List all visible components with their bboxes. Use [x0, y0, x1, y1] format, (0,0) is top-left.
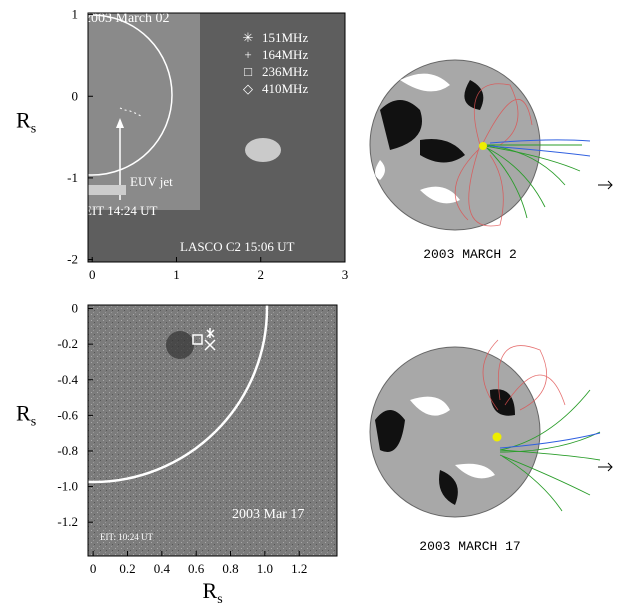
y-axis-label: Rs [16, 108, 36, 137]
y-tick-label: -0.4 [57, 372, 78, 387]
cme-blob [245, 138, 281, 162]
annotation: EIT 14:24 UT [84, 203, 157, 218]
globe-top: 2003 MARCH 2 [370, 60, 612, 262]
x-axis-label-sub: s [217, 592, 222, 606]
legend-label: 164MHz [262, 47, 308, 62]
legend-symbol: ◇ [243, 81, 253, 96]
globe-caption: 2003 MARCH 17 [419, 539, 520, 554]
arrow [598, 463, 612, 471]
y-tick-label: -0.8 [57, 443, 78, 458]
y-axis-label: Rs [16, 401, 36, 430]
y-tick-label: 0 [72, 88, 79, 103]
y-tick-label: -1.2 [57, 514, 78, 529]
annotation: LASCO C2 15:06 UT [180, 239, 295, 254]
x-tick-label: 1.0 [257, 561, 273, 576]
x-tick-label: 0.8 [222, 561, 238, 576]
legend-label: 151MHz [262, 30, 308, 45]
legend-symbol: □ [244, 64, 252, 79]
x-tick-label: 3 [342, 267, 349, 282]
globe-caption: 2003 MARCH 2 [423, 247, 517, 262]
y-tick-label: -0.2 [57, 336, 78, 351]
annotation: EIT: 10:24 UT [100, 532, 154, 542]
y-axis-label-sub: s [31, 122, 36, 137]
figure: 2003 March 02 EUV jet EIT 14:24 UT LASCO… [0, 0, 625, 606]
jet-box [88, 185, 126, 195]
legend-symbol: ✳ [243, 30, 254, 45]
y-axis-label-main: R [16, 108, 31, 133]
x-tick-label: 1.2 [291, 561, 307, 576]
y-tick-label: -1 [67, 170, 78, 185]
x-tick-label: 1 [173, 267, 180, 282]
panel-title: 2003 Mar 17 [232, 507, 304, 522]
y-tick-label: -0.6 [57, 407, 78, 422]
x-tick-label: 0.2 [119, 561, 135, 576]
active-region [166, 331, 194, 359]
x-tick-label: 0 [90, 561, 97, 576]
y-axis-label-sub: s [31, 415, 36, 430]
legend-symbol: + [244, 47, 251, 62]
x-axis-label: Rs [203, 578, 223, 606]
x-tick-label: 0 [89, 267, 96, 282]
x-tick-label: 0.4 [154, 561, 171, 576]
x-axis-label-main: R [203, 578, 218, 603]
source [479, 142, 487, 150]
source [493, 433, 502, 442]
x-tick-label: 2 [257, 267, 264, 282]
y-tick-label: 0 [72, 301, 79, 316]
y-axis-label-main: R [16, 401, 31, 426]
annotation: EUV jet [130, 174, 173, 189]
legend-label: 236MHz [262, 64, 308, 79]
arrow [598, 181, 612, 189]
globe-bottom: 2003 MARCH 17 [370, 340, 612, 554]
y-tick-label: -1.0 [57, 479, 78, 494]
legend-label: 410MHz [262, 81, 308, 96]
x-tick-label: 0.6 [188, 561, 205, 576]
y-tick-label: -2 [67, 252, 78, 267]
y-tick-label: 1 [72, 7, 79, 22]
